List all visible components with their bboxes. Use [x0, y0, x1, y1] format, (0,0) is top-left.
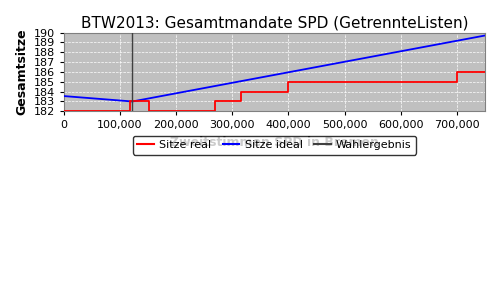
Legend: Sitze real, Sitze ideal, Wahlergebnis: Sitze real, Sitze ideal, Wahlergebnis	[132, 136, 416, 154]
Title: BTW2013: Gesamtmandate SPD (GetrennteListen): BTW2013: Gesamtmandate SPD (GetrennteLis…	[80, 15, 468, 30]
X-axis label: Zweitstimmen SPD in Bremen: Zweitstimmen SPD in Bremen	[170, 136, 379, 149]
Y-axis label: Gesamtsitze: Gesamtsitze	[15, 28, 28, 115]
